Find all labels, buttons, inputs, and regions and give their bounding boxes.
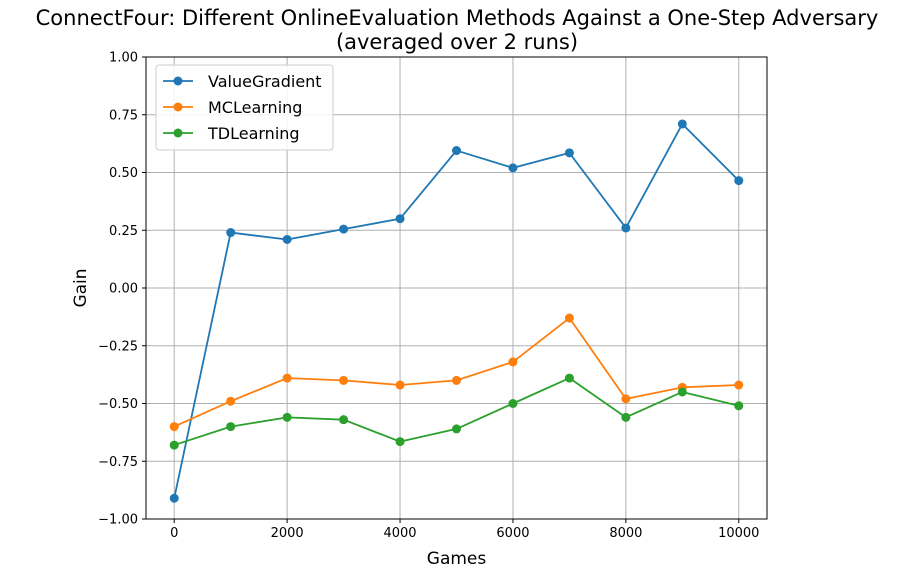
series-line-mclearning: [173, 317, 739, 428]
data-point-tdlearning: [564, 373, 574, 383]
data-point-tdlearning: [734, 401, 744, 411]
x-tick-label: 4000: [383, 526, 416, 541]
data-point-valuegradient: [226, 228, 236, 238]
series-line-tdlearning: [173, 377, 739, 446]
data-point-valuegradient: [282, 234, 292, 244]
grid-lines: [146, 56, 767, 520]
x-tick-label: 10000: [718, 526, 759, 541]
data-point-valuegradient: [508, 163, 518, 173]
data-point-valuegradient: [564, 148, 574, 158]
y-tick-label: −0.25: [98, 339, 138, 354]
legend-box: [155, 64, 334, 151]
y-tick-label: 0.50: [109, 166, 138, 181]
x-tick-label: 0: [170, 526, 178, 541]
data-point-valuegradient: [339, 224, 349, 234]
series-group: [169, 119, 744, 503]
y-tick-label: 0.75: [109, 108, 138, 123]
data-point-valuegradient: [734, 176, 744, 186]
legend-label: MCLearning: [208, 98, 302, 117]
data-point-tdlearning: [339, 415, 349, 425]
chart-title-line1: ConnectFour: Different OnlineEvaluation …: [36, 6, 879, 30]
data-point-tdlearning: [508, 399, 518, 408]
data-point-valuegradient: [621, 223, 631, 233]
data-point-valuegradient: [395, 214, 405, 224]
y-tick-label: −1.00: [98, 513, 138, 528]
data-point-mclearning: [339, 375, 349, 385]
legend-marker: [173, 76, 183, 86]
legend-label: ValueGradient: [208, 72, 322, 91]
y-axis-label: Gain: [71, 268, 91, 307]
x-axis-label: Games: [427, 549, 487, 569]
axis-ticks: 0 2000 4000 6000 8000 10000 1.00 0.75 0.50 0.25 0.…: [98, 51, 759, 542]
series-line-valuegradient: [173, 123, 740, 499]
data-point-tdlearning: [677, 387, 687, 397]
chart-title-line2: (averaged over 2 runs): [336, 30, 578, 54]
data-point-valuegradient: [169, 493, 179, 503]
legend-label: TDLearning: [207, 124, 300, 143]
legend-marker: [173, 128, 183, 138]
data-point-mclearning: [508, 357, 518, 367]
data-point-tdlearning: [282, 412, 292, 422]
data-point-mclearning: [564, 313, 574, 323]
data-point-mclearning: [282, 373, 292, 383]
data-point-mclearning: [734, 380, 744, 390]
data-point-mclearning: [169, 422, 179, 432]
data-point-tdlearning: [169, 440, 179, 450]
data-point-tdlearning: [226, 422, 236, 432]
series-tdlearning: [169, 373, 744, 450]
data-point-mclearning: [226, 396, 236, 406]
plot-frame: [145, 56, 768, 520]
x-tick-label: 6000: [496, 526, 529, 541]
y-tick-label: 0.00: [109, 282, 138, 297]
data-point-mclearning: [395, 380, 405, 390]
y-tick-label: −0.50: [98, 397, 138, 412]
data-point-valuegradient: [677, 119, 687, 129]
data-point-valuegradient: [452, 146, 461, 156]
legend: ValueGradient MCLearning TDLearning: [155, 64, 334, 151]
y-tick-label: 0.25: [109, 224, 138, 239]
y-tick-label: 1.00: [109, 51, 138, 66]
x-tick-label: 8000: [609, 526, 642, 541]
legend-marker: [173, 102, 183, 112]
data-point-tdlearning: [621, 412, 631, 422]
series-mclearning: [169, 313, 744, 432]
data-point-mclearning: [452, 375, 461, 385]
series-valuegradient: [169, 119, 744, 503]
x-tick-label: 2000: [271, 526, 304, 541]
data-point-tdlearning: [395, 437, 405, 447]
y-tick-label: −0.75: [98, 455, 138, 470]
data-point-tdlearning: [452, 424, 461, 434]
data-point-mclearning: [621, 394, 631, 404]
